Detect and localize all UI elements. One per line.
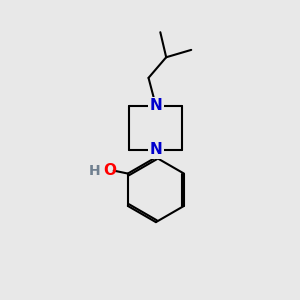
Text: H: H [89,164,101,178]
Text: N: N [149,142,162,158]
Text: N: N [149,98,162,113]
Text: O: O [104,163,117,178]
